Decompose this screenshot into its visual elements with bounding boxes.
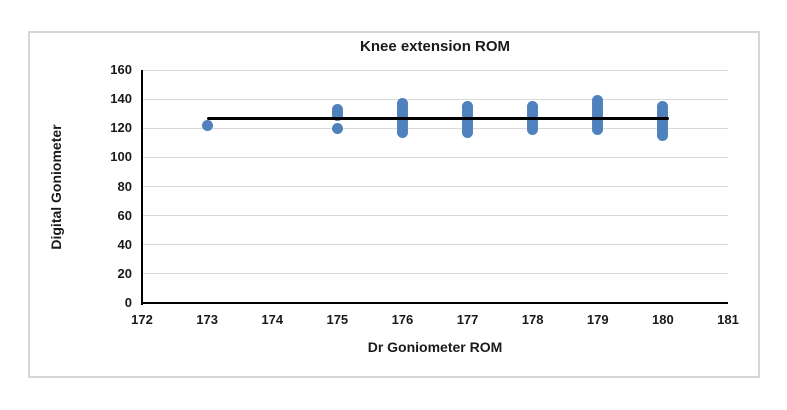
y-tick-label: 140 <box>110 91 132 107</box>
h-gridline <box>142 127 728 129</box>
data-point <box>462 127 474 139</box>
data-point <box>331 109 343 121</box>
data-point <box>331 122 343 134</box>
trend-line <box>207 116 670 120</box>
x-tick-label: 181 <box>717 312 739 327</box>
data-point <box>396 127 408 139</box>
h-gridline <box>142 69 728 71</box>
y-tick-label: 40 <box>117 236 132 252</box>
y-axis-title: Digital Goniometer <box>48 124 64 250</box>
h-gridline <box>142 215 728 217</box>
x-tick-label: 178 <box>521 312 544 327</box>
chart-title: Knee extension ROM <box>359 38 511 55</box>
data-point <box>592 124 604 136</box>
x-tick-label: 175 <box>326 312 349 327</box>
x-tick-label: 177 <box>456 312 479 327</box>
h-gridline <box>142 98 728 100</box>
y-tick-label: 0 <box>124 295 132 310</box>
x-tick-label: 172 <box>131 312 153 327</box>
x-axis-line <box>142 302 728 304</box>
x-axis-title: Dr Goniometer ROM <box>367 339 503 355</box>
x-tick-label: 176 <box>391 312 414 327</box>
h-gridline <box>142 186 728 187</box>
y-tick-label: 20 <box>117 265 132 281</box>
y-tick-label: 120 <box>110 120 132 136</box>
h-gridline <box>142 156 728 158</box>
x-tick-label: 180 <box>652 312 674 327</box>
data-point <box>657 130 669 142</box>
h-gridline <box>142 273 728 275</box>
x-tick-label: 179 <box>586 312 609 327</box>
h-gridline <box>142 244 728 246</box>
y-tick-label: 80 <box>117 178 132 194</box>
chart-container: Knee extension ROM Digital Goniometer Dr… <box>28 31 760 378</box>
y-tick-label: 100 <box>110 149 132 165</box>
x-tick-label: 174 <box>261 312 284 327</box>
y-tick-label: 60 <box>117 207 132 223</box>
x-tick-label: 173 <box>196 312 218 327</box>
data-point <box>527 124 539 136</box>
y-axis-line <box>141 70 143 305</box>
y-tick-label: 160 <box>110 62 132 77</box>
data-point <box>201 119 213 131</box>
